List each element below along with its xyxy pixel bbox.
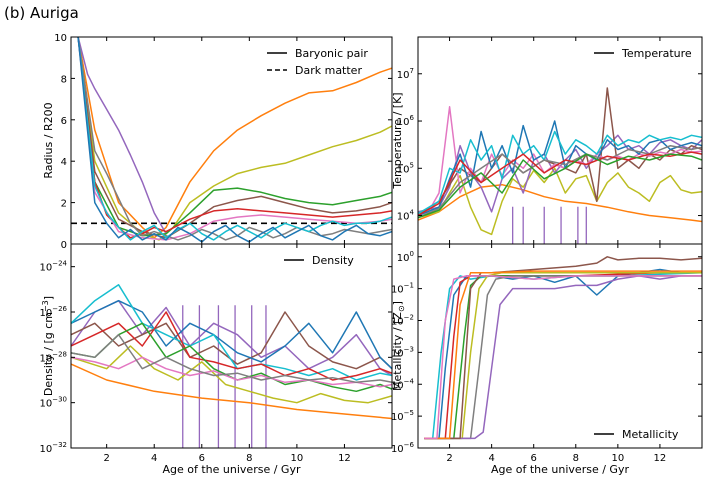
density-axes-frame (70, 243, 393, 449)
radius-legend-label: Dark matter (295, 64, 362, 77)
density-xtick-label: 8 (246, 453, 252, 464)
panel-radius: 0 2 4 6 8 10 Radius / R200 Baryonic pair Dark ma… (42, 33, 393, 251)
density-xtick-label: 6 (199, 453, 205, 464)
density-xlabel: Age of the universe / Gyr (163, 463, 301, 476)
metallicity-series-orange (424, 270, 702, 440)
temperature-series-olive (418, 167, 702, 236)
metallicity-plot-area (424, 256, 702, 440)
metallicity-ytick-label: 10−6 (391, 441, 415, 455)
radius-ytick-label: 0 (61, 240, 67, 251)
figure-title: (b) Auriga (4, 4, 79, 22)
metallicity-xtick-label: 4 (488, 453, 494, 464)
density-series-blue (71, 299, 392, 370)
radius-ytick-label: 4 (61, 157, 67, 168)
metallicity-xtick-label: 12 (654, 453, 667, 464)
metallicity-legend-label: Metallicity (622, 428, 679, 441)
temperature-series-cyan (418, 130, 702, 215)
metallicity-xtick-label: 8 (573, 453, 579, 464)
density-xtick-label: 4 (151, 453, 157, 464)
temperature-ytick-label: 104 (397, 209, 415, 223)
temperature-series-orange (418, 183, 702, 223)
metallicity-series-pink (424, 275, 702, 440)
radius-series-pink (77, 37, 392, 241)
density-ytick-label: 10−32 (39, 441, 67, 455)
metallicity-ytick-label: 10−2 (391, 314, 414, 328)
density-series-olive (71, 345, 392, 404)
panel-density: 2 4 6 8 10 12 10−32 10−30 10−28 10−26 10−24 Density… (39, 243, 393, 476)
radius-plot-area (71, 37, 392, 243)
metallicity-ytick-label: 10−3 (391, 345, 414, 359)
metallicity-xtick-label: 2 (446, 453, 452, 464)
metallicity-ytick-label: 10−1 (391, 282, 414, 296)
density-series-pink (71, 356, 392, 388)
density-series-brown (71, 311, 392, 370)
density-xtick-label: 2 (103, 453, 109, 464)
density-ytick-label: 10−24 (39, 260, 67, 274)
radius-series-green (77, 37, 392, 237)
metallicity-xtick-label: 6 (531, 453, 537, 464)
density-ylabel: Density / [g cm−3] (41, 296, 55, 396)
radius-ytick-label: 6 (61, 116, 67, 127)
density-series-gray (71, 333, 392, 384)
radius-series-brown (77, 37, 392, 239)
temperature-series-green (418, 153, 702, 219)
radius-series-cyan (77, 37, 392, 241)
radius-ytick-label: 2 (61, 199, 67, 210)
metallicity-ytick-label: 10−5 (391, 409, 414, 423)
metallicity-xlabel: Age of the universe / Gyr (491, 463, 629, 476)
density-series-orange (71, 363, 392, 420)
temperature-legend-label: Temperature (621, 47, 692, 60)
temperature-plot-area (418, 87, 702, 244)
radius-ylabel: Radius / R200 (42, 102, 55, 178)
metallicity-ytick-label: 100 (397, 250, 414, 264)
metallicity-axes-frame (417, 243, 703, 449)
panel-temperature: 104 105 106 107 Temperature / [K] Temperature (391, 36, 703, 245)
temperature-series-gray (418, 144, 702, 219)
density-ytick-label: 10−30 (39, 396, 67, 410)
density-xtick-label: 10 (291, 453, 304, 464)
panel-metallicity: 2 4 6 8 10 12 10−6 10−5 10−4 10−3 10−2 10−1 100 Metal… (391, 243, 703, 476)
metallicity-series-brown (424, 256, 702, 440)
radius-series-purple (77, 37, 167, 235)
metallicity-series-purple (424, 275, 702, 440)
density-ytick-label: 10−28 (39, 350, 67, 364)
metallicity-xtick-label: 10 (611, 453, 624, 464)
radius-series-orange (77, 37, 392, 239)
temperature-ytick-label: 105 (397, 161, 414, 175)
temperature-ylabel: Temperature / [K] (391, 92, 404, 189)
density-series-purple (71, 299, 392, 377)
density-ytick-label: 10−26 (39, 305, 67, 319)
density-legend-label: Density (312, 254, 354, 267)
metallicity-ytick-label: 10−4 (391, 377, 415, 391)
temperature-ytick-label: 107 (397, 67, 414, 81)
density-plot-area (71, 284, 392, 448)
metallicity-ylabel: Metallicity / [Z⊙] (391, 301, 406, 391)
density-xtick-label: 12 (338, 453, 351, 464)
temperature-ytick-label: 106 (397, 114, 415, 128)
radius-series-blue (77, 37, 392, 243)
radius-ytick-label: 10 (54, 33, 67, 44)
radius-ytick-label: 8 (61, 74, 67, 85)
radius-legend-label: Baryonic pair (295, 47, 368, 60)
